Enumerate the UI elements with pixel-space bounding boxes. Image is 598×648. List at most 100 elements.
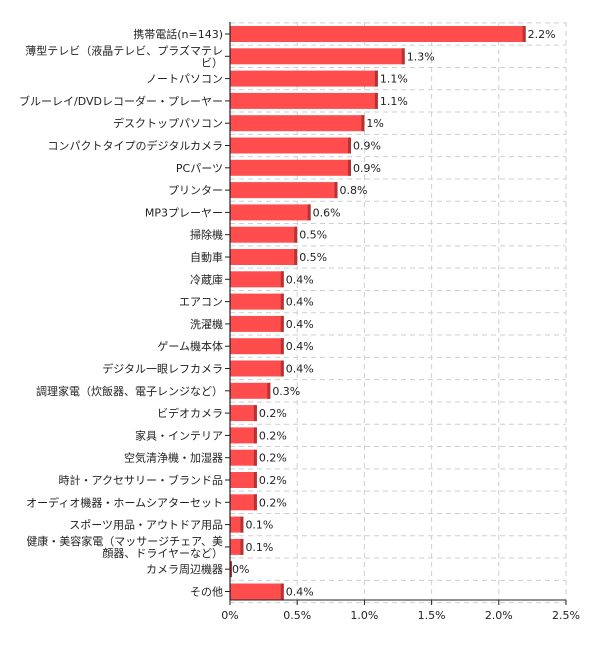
bar-fill xyxy=(230,449,257,466)
category-label: スポーツ用品・アウトドア用品 xyxy=(69,519,223,532)
bar-fill xyxy=(230,405,257,422)
bar xyxy=(230,382,271,399)
category-label: オーディオ機器・ホームシアターセット xyxy=(26,495,223,509)
category-label: 自動車 xyxy=(190,250,223,264)
bar-edge xyxy=(347,137,351,154)
data-label: 0.4% xyxy=(286,586,314,599)
category-label: デスクトップパソコン xyxy=(113,116,223,130)
grid-lines xyxy=(230,22,567,604)
bar xyxy=(230,427,257,444)
x-tick-label: 2.5% xyxy=(552,609,580,622)
category-label: カメラ周辺機器 xyxy=(146,562,223,576)
category-labels: 携帯電話(n=143) 薄型テレビ（液晶テレビ、プラズマテレビ） ノートパソコンブル… xyxy=(19,27,223,599)
category-label: 健康・美容家電（マッサージチェア、美顔器、ドライヤーなど） xyxy=(26,534,223,560)
data-label: 2.2% xyxy=(528,28,556,41)
data-label: 0.9% xyxy=(353,140,381,153)
bar xyxy=(230,360,284,377)
bar xyxy=(230,226,298,243)
bar xyxy=(230,472,257,488)
bar xyxy=(230,516,244,533)
category-label-line: 顔器、ドライヤーなど） xyxy=(102,546,223,560)
category-label: プリンター xyxy=(168,184,223,197)
bar-fill xyxy=(230,48,405,65)
data-label: 0.4% xyxy=(286,296,314,309)
category-label: 時計・アクセサリー・ブランド品 xyxy=(59,473,223,487)
data-label: 0.1% xyxy=(245,541,273,554)
bar-fill xyxy=(230,137,351,154)
bar xyxy=(230,338,284,355)
bar-fill xyxy=(230,427,257,444)
x-tick-label: 1.5% xyxy=(418,609,446,622)
bar xyxy=(230,583,284,600)
bars xyxy=(230,26,526,600)
bar xyxy=(230,315,284,332)
bar-edge xyxy=(280,315,284,332)
bar xyxy=(230,249,298,265)
bar xyxy=(230,271,284,288)
bar-edge xyxy=(294,249,298,265)
bar-edge xyxy=(240,538,244,555)
category-label: ビデオカメラ xyxy=(157,406,223,420)
category-label: ブルーレイ/DVDレコーダー・プレーヤー xyxy=(19,94,223,108)
data-label: 1.3% xyxy=(407,50,435,63)
bar-fill xyxy=(230,204,311,221)
data-label: 0.3% xyxy=(272,385,300,398)
data-label: 0.5% xyxy=(299,229,327,242)
bar xyxy=(230,182,338,199)
x-tick-label: 0.5% xyxy=(283,609,311,622)
data-label: 1.1% xyxy=(380,95,408,108)
bar-fill xyxy=(230,115,365,132)
data-label: 0.2% xyxy=(259,429,287,442)
bar xyxy=(230,405,257,422)
data-label: 0.2% xyxy=(259,496,287,509)
bar-fill xyxy=(230,159,351,176)
bar-edge xyxy=(374,92,378,109)
bar-edge xyxy=(280,360,284,377)
data-label: 0.4% xyxy=(286,273,314,286)
bar-edge xyxy=(307,204,311,221)
category-label: 家具・インテリア xyxy=(135,428,223,442)
bar-edge xyxy=(230,561,232,578)
bar-edge xyxy=(361,115,365,132)
category-label-line: 健康・美容家電（マッサージチェア、美 xyxy=(26,534,223,548)
category-label: 掃除機 xyxy=(190,228,223,242)
category-label-line: 薄型テレビ（液晶テレビ、プラズマテレ xyxy=(25,43,223,57)
category-label: その他 xyxy=(190,586,223,599)
bar-edge xyxy=(240,516,244,533)
x-tick-label: 2.0% xyxy=(485,609,513,622)
bar-fill xyxy=(230,92,378,109)
bar-fill xyxy=(230,382,271,399)
category-label: 冷蔵庫 xyxy=(190,272,223,286)
category-label: エアコン xyxy=(179,296,223,309)
category-label: 携帯電話(n=143) xyxy=(133,27,223,41)
bar-edge xyxy=(253,405,257,422)
data-label: 0.2% xyxy=(259,407,287,420)
category-label: ノートパソコン xyxy=(146,73,223,86)
bar-fill xyxy=(230,271,284,288)
bar-fill xyxy=(230,338,284,355)
bar-edge xyxy=(522,26,526,42)
data-label: 1% xyxy=(366,117,383,130)
bar xyxy=(230,538,244,555)
x-tick-label: 0% xyxy=(221,609,238,622)
category-label-line: ビ） xyxy=(201,56,223,69)
bar-edge xyxy=(267,382,271,399)
x-tick-label: 1.0% xyxy=(350,609,378,622)
bar-edge xyxy=(347,159,351,176)
category-label: 薄型テレビ（液晶テレビ、プラズマテレビ） xyxy=(25,43,223,69)
bar-edge xyxy=(280,583,284,600)
bar-fill xyxy=(230,360,284,377)
bar-edge xyxy=(374,70,378,87)
bar xyxy=(230,115,365,132)
bar-fill xyxy=(230,516,244,533)
data-label: 0.2% xyxy=(259,452,287,465)
data-label: 1.1% xyxy=(380,73,408,86)
data-label: 0.9% xyxy=(353,162,381,175)
bar-edge xyxy=(253,472,257,488)
category-label: ゲーム機本体 xyxy=(157,339,223,353)
data-label: 0.6% xyxy=(313,206,341,219)
category-label: MP3プレーヤー xyxy=(145,206,223,219)
data-label: 0.4% xyxy=(286,340,314,353)
data-label: 0.2% xyxy=(259,474,287,487)
